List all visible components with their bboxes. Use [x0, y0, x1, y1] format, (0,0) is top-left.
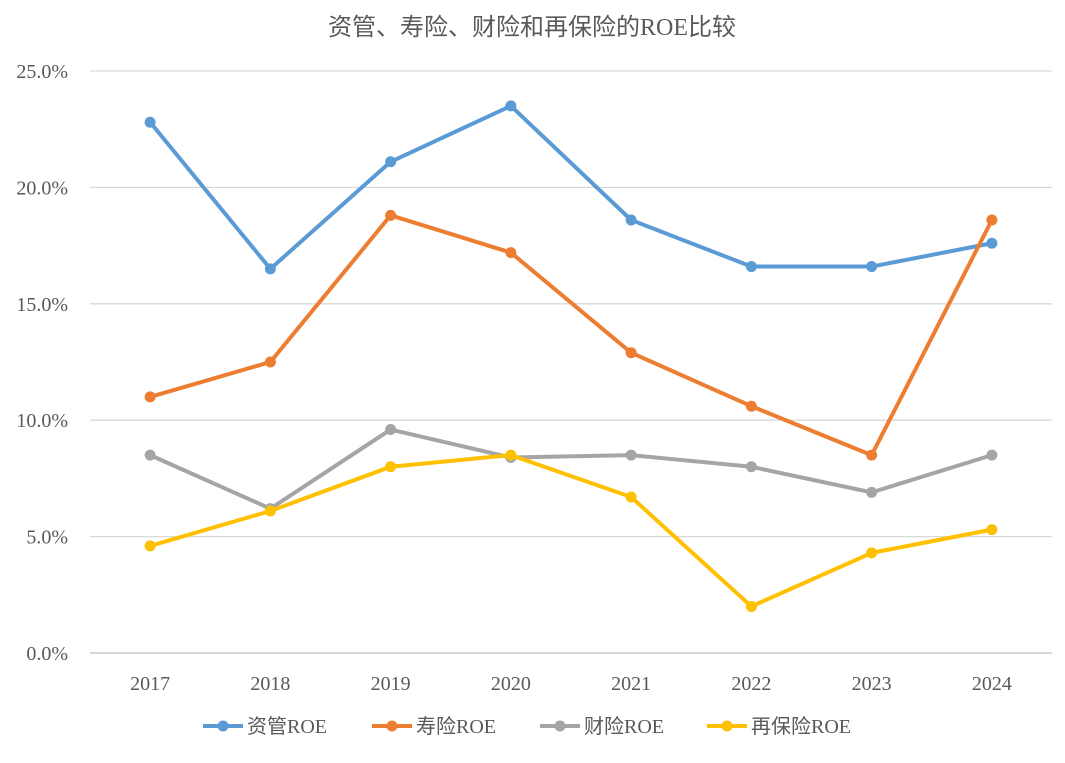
x-tick-label: 2021 — [611, 673, 651, 695]
data-point — [986, 237, 998, 249]
series-group — [144, 100, 998, 612]
data-point — [385, 461, 397, 473]
series-2 — [144, 209, 998, 461]
data-point — [625, 491, 637, 503]
x-tick-label: 2020 — [491, 673, 531, 695]
legend-label: 寿险ROE — [416, 715, 496, 738]
data-point — [625, 214, 637, 226]
data-point — [745, 461, 757, 473]
series-3 — [144, 424, 998, 515]
x-tick-label: 2017 — [130, 673, 170, 695]
series-1 — [144, 100, 998, 275]
data-point — [745, 400, 757, 412]
data-point — [144, 540, 156, 552]
legend: 资管ROE 寿险ROE 财险ROE 再保险ROE — [203, 715, 851, 738]
y-tick-label: 0.0% — [26, 643, 68, 665]
data-point — [144, 449, 156, 461]
data-point — [385, 424, 397, 436]
legend-item: 寿险ROE — [372, 715, 496, 738]
data-point — [505, 100, 517, 112]
data-point — [986, 214, 998, 226]
x-tick-label: 2018 — [250, 673, 290, 695]
data-point — [264, 356, 276, 368]
data-point — [264, 505, 276, 517]
legend-marker — [554, 720, 566, 732]
legend-label: 财险ROE — [584, 715, 664, 738]
legend-label: 再保险ROE — [751, 715, 851, 738]
data-point — [866, 261, 878, 273]
data-point — [505, 449, 517, 461]
legend-marker — [721, 720, 733, 732]
x-tick-label: 2024 — [972, 673, 1012, 695]
data-point — [745, 600, 757, 612]
gridlines — [90, 70, 1052, 654]
data-point — [264, 263, 276, 275]
y-tick-label: 20.0% — [16, 177, 68, 199]
x-tick-label: 2022 — [731, 673, 771, 695]
data-point — [625, 347, 637, 359]
data-point — [866, 486, 878, 498]
data-point — [144, 391, 156, 403]
y-tick-label: 10.0% — [16, 410, 68, 432]
y-tick-label: 25.0% — [16, 61, 68, 83]
legend-marker — [217, 720, 229, 732]
series-line — [148, 213, 994, 458]
series-4 — [144, 449, 998, 612]
chart-title: 资管、寿险、财险和再保险的ROE比较 — [328, 14, 736, 41]
data-point — [866, 449, 878, 461]
series-line — [148, 453, 994, 609]
legend-item: 再保险ROE — [707, 715, 851, 738]
data-point — [385, 156, 397, 168]
y-tick-label: 5.0% — [26, 527, 68, 549]
data-point — [986, 524, 998, 536]
legend-marker — [386, 720, 398, 732]
data-point — [505, 247, 517, 259]
legend-item: 资管ROE — [203, 715, 327, 738]
data-point — [625, 449, 637, 461]
data-point — [745, 261, 757, 273]
x-tick-label: 2019 — [371, 673, 411, 695]
data-point — [866, 547, 878, 559]
data-point — [986, 449, 998, 461]
data-point — [385, 209, 397, 221]
x-axis-ticks: 2017 2018 2019 2020 2021 2022 2023 2024 — [130, 673, 1012, 695]
legend-label: 资管ROE — [247, 715, 327, 738]
data-point — [144, 116, 156, 128]
x-tick-label: 2023 — [852, 673, 892, 695]
legend-item: 财险ROE — [540, 715, 664, 738]
y-axis-ticks: 0.0% 5.0% 10.0% 15.0% 20.0% 25.0% — [16, 61, 68, 665]
series-line — [148, 103, 994, 271]
y-tick-label: 15.0% — [16, 294, 68, 316]
series-line — [148, 427, 994, 511]
